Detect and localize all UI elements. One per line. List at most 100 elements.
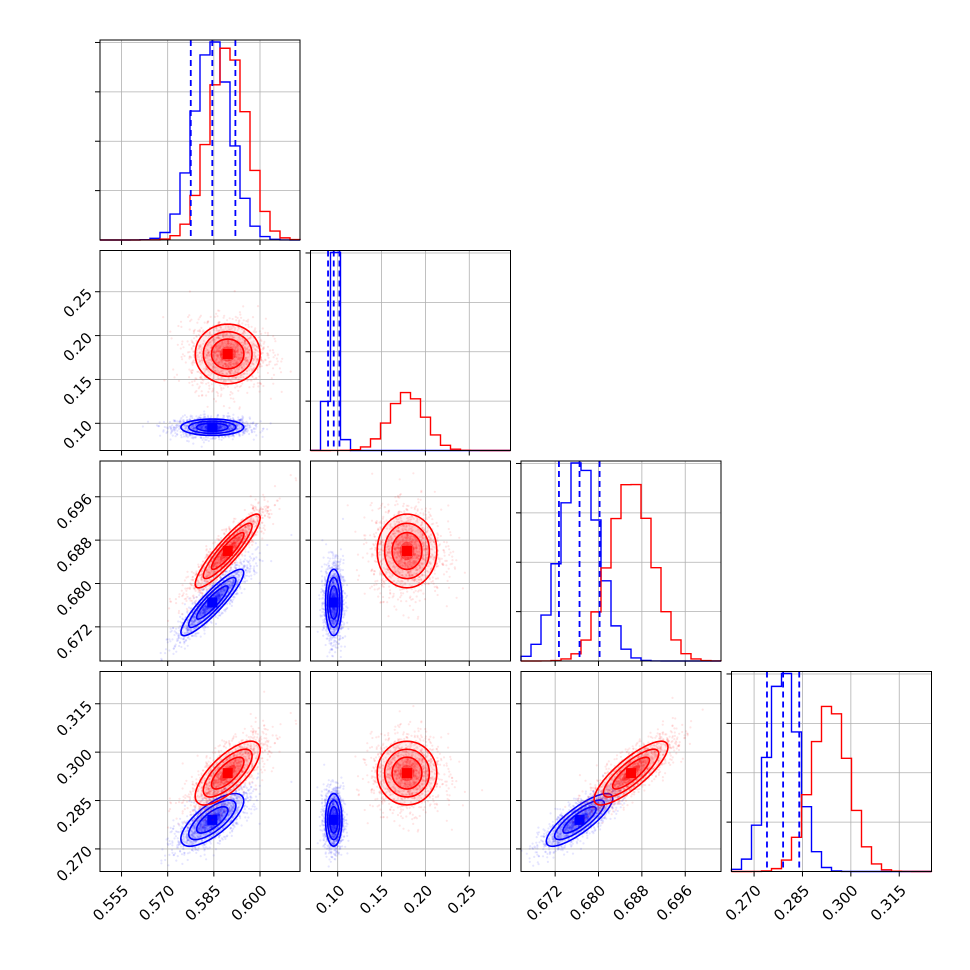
panel-frame xyxy=(520,671,722,872)
contour-blue xyxy=(187,576,237,629)
x-tick-label: 0.585 xyxy=(181,882,224,925)
x-tick-label: 0.15 xyxy=(356,882,392,918)
x-tick-label: 0.285 xyxy=(770,882,813,925)
contour-red xyxy=(376,513,438,589)
scatter-panel-p3-p4: 0.672 0.680 0.688 0.696 xyxy=(516,671,722,925)
panel-frame xyxy=(310,460,511,662)
y-tick-label: 0.20 xyxy=(60,329,96,365)
density-peak xyxy=(328,597,339,608)
contour-blue xyxy=(545,792,614,848)
contour-blue xyxy=(180,418,245,437)
density-peak xyxy=(401,768,412,779)
density-peak xyxy=(626,768,637,779)
panel-frame xyxy=(731,671,932,872)
panel-background xyxy=(100,250,300,451)
density-peak xyxy=(222,349,233,360)
y-tick-label: 0.688 xyxy=(53,533,96,576)
contour-red xyxy=(391,756,423,790)
panel-frame xyxy=(99,39,301,241)
y-tick-label: 0.285 xyxy=(53,794,96,837)
panel-background xyxy=(100,671,300,872)
panel-frame xyxy=(310,250,511,451)
y-tick-label: 0.672 xyxy=(53,620,96,663)
hist-panel-p1 xyxy=(95,39,301,245)
panel-frame xyxy=(99,250,301,451)
panel-background xyxy=(310,461,511,661)
contour-red xyxy=(202,330,253,378)
x-tick-label: 0.696 xyxy=(653,882,696,925)
contour-blue xyxy=(187,420,237,435)
x-tick-label: 0.270 xyxy=(722,882,765,925)
density-peak xyxy=(207,814,218,825)
hist-panel-p4: 0.270 0.285 0.300 0.315 xyxy=(722,671,932,925)
density-peak xyxy=(222,768,233,779)
contour-blue xyxy=(553,799,606,841)
y-tick-label: 0.15 xyxy=(60,373,96,409)
contour-red xyxy=(202,748,253,798)
contour-red xyxy=(376,740,438,806)
x-tick-label: 0.10 xyxy=(312,882,348,918)
contour-red xyxy=(391,531,423,571)
panel-background xyxy=(731,671,932,872)
contour-red xyxy=(210,531,245,571)
density-peak xyxy=(574,814,585,825)
y-tick-label: 0.300 xyxy=(53,745,96,788)
x-tick-label: 0.672 xyxy=(523,882,566,925)
scatter-points-red xyxy=(346,472,466,620)
contour-red xyxy=(202,522,253,580)
panel-background xyxy=(310,250,511,451)
density-peak xyxy=(328,814,339,825)
x-tick-label: 0.555 xyxy=(89,882,132,925)
contour-blue xyxy=(328,805,339,834)
contour-red xyxy=(210,338,245,370)
contour-blue xyxy=(326,576,341,629)
scatter-panel-p1-p2: 0.10 0.15 0.20 0.25 xyxy=(60,250,301,456)
contour-red xyxy=(194,740,261,806)
contour-blue xyxy=(324,568,343,637)
hist-panel-p2 xyxy=(305,250,511,456)
contour-blue xyxy=(187,799,237,841)
contour-blue xyxy=(326,799,341,841)
contour-red xyxy=(593,740,669,806)
density-peak xyxy=(207,422,218,433)
contour-blue xyxy=(328,585,339,620)
panel-frame xyxy=(520,460,722,662)
contour-red xyxy=(383,748,431,798)
density-peak xyxy=(207,597,218,608)
scatter-panel-p2-p3 xyxy=(305,460,511,666)
panel-frame xyxy=(99,671,301,872)
scatter-panel-p1-p4: 0.555 0.570 0.585 0.600 0.270 0.285 0.300 0.315 xyxy=(53,671,301,925)
x-tick-label: 0.20 xyxy=(400,882,436,918)
hist-panel-p3 xyxy=(516,460,722,666)
density-peak xyxy=(401,545,412,556)
contour-red xyxy=(602,748,660,798)
contour-blue xyxy=(195,422,229,433)
panel-frame xyxy=(99,460,301,662)
contour-blue xyxy=(324,792,343,848)
contour-red xyxy=(194,323,261,385)
contour-blue xyxy=(562,805,597,834)
x-tick-label: 0.25 xyxy=(444,882,480,918)
x-tick-label: 0.688 xyxy=(610,882,653,925)
contour-blue xyxy=(195,585,229,620)
contour-red xyxy=(194,513,261,589)
y-tick-label: 0.10 xyxy=(60,417,96,453)
x-tick-label: 0.570 xyxy=(135,882,178,925)
scatter-panel-p2-p4: 0.10 0.15 0.20 0.25 xyxy=(305,671,511,918)
panel-background xyxy=(100,461,300,661)
x-tick-label: 0.315 xyxy=(867,882,910,925)
contour-blue xyxy=(180,568,245,637)
x-tick-label: 0.300 xyxy=(819,882,862,925)
x-tick-label: 0.600 xyxy=(228,882,271,925)
y-tick-label: 0.270 xyxy=(53,842,96,885)
y-tick-label: 0.680 xyxy=(53,577,96,620)
contour-blue xyxy=(195,805,229,834)
panel-frame xyxy=(310,671,511,872)
x-tick-label: 0.680 xyxy=(566,882,609,925)
density-peak xyxy=(222,545,233,556)
y-tick-label: 0.25 xyxy=(60,285,96,321)
contour-red xyxy=(611,756,651,790)
contour-red xyxy=(383,522,431,580)
